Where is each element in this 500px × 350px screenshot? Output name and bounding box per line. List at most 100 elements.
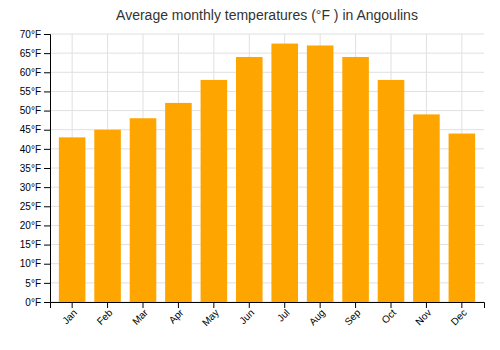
tick: May	[200, 302, 221, 328]
tick-mark	[44, 245, 50, 246]
tick: 25°F	[20, 201, 50, 212]
tick: 10°F	[20, 258, 50, 269]
tick-label: Oct	[379, 307, 398, 326]
bar	[165, 103, 192, 302]
tick-mark	[391, 302, 392, 308]
grid-line	[50, 110, 484, 111]
axis-line	[44, 35, 51, 303]
tick-mark	[284, 302, 285, 308]
tick-mark	[44, 72, 50, 73]
tick-label: Jun	[237, 307, 256, 326]
tick-label: 20°F	[20, 220, 41, 231]
tick-mark	[44, 187, 50, 188]
tick-label: Feb	[95, 307, 115, 327]
grid-line	[50, 34, 484, 35]
tick-mark	[143, 302, 144, 308]
tick: Oct	[379, 302, 398, 326]
y-axis: 0°F 5°F 10°F 15°F 20°F 25°F 30°F 35°F 40°F 45°F 50…	[20, 29, 51, 308]
tick-mark	[44, 130, 50, 131]
bar	[342, 57, 369, 302]
bar	[378, 80, 405, 302]
tick: Apr	[167, 302, 186, 326]
grid-line	[50, 53, 484, 54]
tick-mark	[44, 302, 50, 303]
bar	[413, 114, 440, 302]
bar	[449, 134, 476, 302]
tick: 20°F	[20, 220, 50, 231]
tick-mark	[44, 149, 50, 150]
tick-label: Sep	[342, 307, 363, 328]
tick: Dec	[449, 302, 469, 327]
tick-label: 60°F	[20, 67, 41, 78]
grid	[50, 34, 484, 302]
tick-mark	[355, 302, 356, 308]
tick-mark	[44, 225, 50, 226]
tick: 45°F	[20, 124, 50, 135]
tick-label: 45°F	[20, 124, 41, 135]
tick-mark	[44, 264, 50, 265]
tick: Feb	[95, 302, 115, 327]
tick-mark	[426, 302, 427, 308]
chart: 0°F 5°F 10°F 15°F 20°F 25°F 30°F 35°F 40°F 45°F 50…	[0, 0, 500, 350]
tick-label: 30°F	[20, 182, 41, 193]
tick-label: Apr	[167, 306, 186, 325]
tick-mark	[44, 283, 50, 284]
bar	[201, 80, 228, 302]
tick-label: 15°F	[20, 239, 41, 250]
tick-label: 35°F	[20, 163, 41, 174]
tick: Sep	[342, 302, 363, 327]
tick-mark	[461, 302, 462, 308]
tick-mark	[44, 168, 50, 169]
tick-label: 0°F	[25, 297, 41, 308]
tick: 65°F	[20, 48, 50, 59]
tick: 15°F	[20, 239, 50, 250]
bar	[94, 130, 121, 302]
tick-mark	[44, 53, 50, 54]
tick-label: 55°F	[20, 86, 41, 97]
tick-mark	[44, 34, 50, 35]
tick-label: Jan	[60, 307, 79, 326]
bar	[59, 137, 86, 302]
tick: 55°F	[20, 86, 50, 97]
tick: Nov	[413, 302, 433, 327]
tick: 0°F	[25, 297, 50, 308]
tick-mark	[72, 302, 73, 308]
tick-label: 50°F	[20, 105, 41, 116]
tick-label: 40°F	[20, 144, 41, 155]
x-axis: Jan Feb Mar Apr May Jun Jul Aug Sep Oct Nov Dec	[51, 302, 485, 328]
tick-label: 5°F	[25, 278, 41, 289]
bars	[59, 44, 475, 302]
tick-mark	[213, 302, 214, 308]
tick: Aug	[307, 302, 327, 327]
tick-label: 70°F	[20, 29, 41, 40]
tick-mark	[44, 111, 50, 112]
tick: 30°F	[20, 182, 50, 193]
bar	[130, 118, 157, 302]
tick-label: Aug	[307, 307, 327, 327]
tick: 5°F	[25, 278, 50, 289]
tick-label: Nov	[413, 307, 433, 327]
tick-mark	[320, 302, 321, 308]
tick: 35°F	[20, 163, 50, 174]
tick-mark	[249, 302, 250, 308]
tick-mark	[44, 91, 50, 92]
axis-line	[51, 303, 485, 309]
tick: 40°F	[20, 144, 50, 155]
tick: 50°F	[20, 105, 50, 116]
tick: 60°F	[20, 67, 50, 78]
tick-mark	[107, 302, 108, 308]
tick: Jul	[275, 302, 292, 324]
tick: 70°F	[20, 29, 50, 40]
bar	[236, 57, 263, 302]
tick-label: 65°F	[20, 48, 41, 59]
tick-label: 25°F	[20, 201, 41, 212]
title: Average monthly temperatures (°F ) in An…	[116, 7, 418, 23]
bar	[307, 45, 334, 302]
tick-label: 10°F	[20, 258, 41, 269]
grid-line	[50, 72, 484, 73]
tick: Mar	[130, 302, 150, 327]
tick-mark	[44, 206, 50, 207]
grid-line	[50, 91, 484, 92]
bar	[271, 44, 298, 302]
tick-label: Jul	[275, 307, 292, 324]
